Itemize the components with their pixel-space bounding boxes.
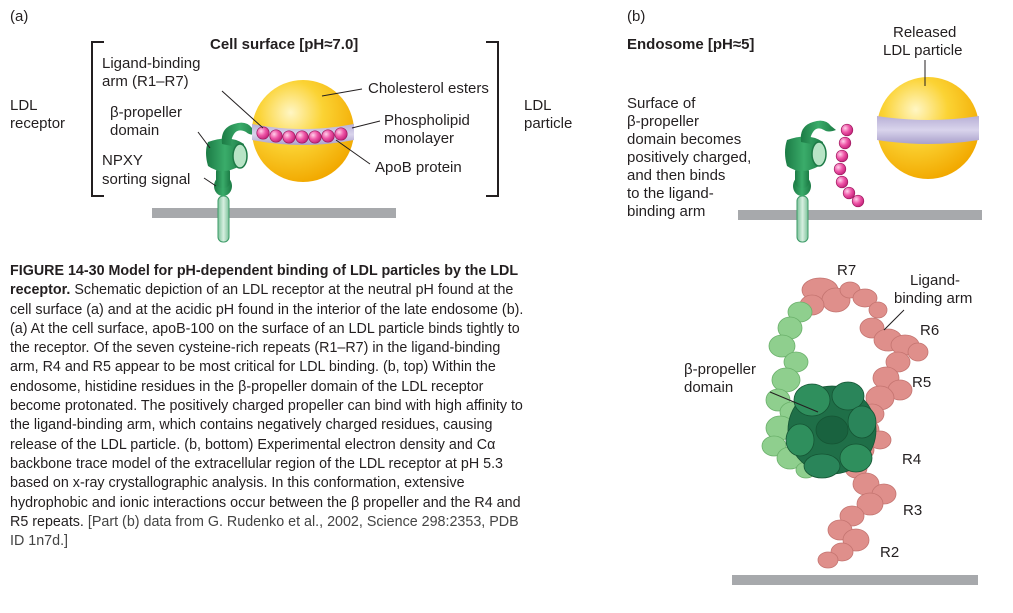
- surface-text-6: to the ligand-: [627, 185, 714, 202]
- receptor-egf-arm: [221, 122, 258, 146]
- ldl-particle-label-1: LDL: [524, 97, 552, 114]
- receptor-b-neck: [795, 166, 809, 188]
- receptor-transmembrane-stalk: [217, 195, 230, 243]
- panel-b-title: Endosome [pH≈5]: [627, 36, 755, 53]
- receptor-b-propeller-face: [811, 141, 827, 167]
- folded-ligand-arm: [833, 123, 865, 208]
- beta-propeller-face: [232, 143, 248, 169]
- figure-caption: FIGURE 14-30 Model for pH-dependent bind…: [10, 262, 528, 551]
- apob-beads: [256, 126, 348, 144]
- surface-text-4: positively charged,: [627, 149, 752, 166]
- receptor-b-arm: [800, 120, 836, 144]
- structure-propeller-label-1: β-propeller: [684, 361, 756, 378]
- npxy-label-1: NPXY: [102, 152, 143, 169]
- phospholipid-label-2: monolayer: [384, 130, 455, 147]
- egf-domain-surface: [761, 301, 817, 479]
- repeat-r4: R4: [902, 451, 922, 468]
- apob-label: ApoB protein: [375, 159, 462, 176]
- repeat-r7: R7: [837, 262, 857, 279]
- left-bracket: [91, 41, 104, 197]
- panel-b-structure: [732, 277, 978, 585]
- panel-b-tag: (b): [627, 8, 646, 25]
- panel-a: [91, 41, 499, 243]
- released-label-2: LDL particle: [883, 42, 963, 59]
- released-ldl-band: [877, 116, 979, 144]
- npxy-label-2: sorting signal: [102, 171, 191, 188]
- ligand-binding-arm-surface: [799, 277, 929, 569]
- ligand-arm-label-1: Ligand-: [910, 272, 961, 289]
- caption-source: [Part (b) data from G. Rudenko et al., 2…: [10, 513, 519, 550]
- surface-text-3: domain becomes: [627, 131, 742, 148]
- structure-membrane: [732, 575, 978, 585]
- phospholipid-label-1: Phospholipid: [384, 112, 470, 129]
- ligand-arm-label-2: binding arm: [894, 290, 973, 307]
- caption-head: FIGURE 14-30 Model for pH-dependent bind…: [10, 263, 518, 299]
- caption-body: Schematic depiction of an LDL receptor a…: [10, 282, 524, 530]
- repeat-r5: R5: [912, 374, 932, 391]
- surface-text-5: and then binds: [627, 167, 726, 184]
- right-bracket: [486, 41, 499, 197]
- structure-leader-lines: [769, 309, 905, 413]
- ldl-receptor-label-1: LDL: [10, 97, 38, 114]
- cholesterol-label: Cholesterol esters: [368, 80, 489, 97]
- repeat-r6: R6: [920, 322, 940, 339]
- beta-propeller-surface: [785, 381, 877, 479]
- surface-text-7: binding arm: [627, 203, 706, 220]
- panel-a-tag: (a): [10, 8, 29, 25]
- surface-text-2: β-propeller: [627, 113, 699, 130]
- ligand-binding-arm-label-2: arm (R1–R7): [102, 73, 189, 90]
- receptor-b-stalk: [796, 195, 809, 243]
- structure-propeller-label-2: domain: [684, 379, 734, 396]
- surface-text-1: Surface of: [627, 95, 696, 112]
- ligand-binding-arm-label-1: Ligand-binding: [102, 55, 201, 72]
- repeat-r3: R3: [903, 502, 923, 519]
- beta-propeller-label-2: domain: [110, 122, 160, 139]
- released-label-1: Released: [893, 24, 957, 41]
- plasma-membrane: [152, 208, 396, 218]
- receptor-neck: [216, 166, 230, 188]
- beta-propeller-label-1: β-propeller: [110, 104, 182, 121]
- panel-b-top: [738, 60, 982, 243]
- panel-a-title: Cell surface [pH≈7.0]: [210, 36, 359, 53]
- ldl-receptor-label-2: receptor: [10, 115, 66, 132]
- panel-a-leader-lines: [197, 88, 381, 187]
- endosome-membrane: [738, 210, 982, 220]
- ldl-particle-label-2: particle: [524, 115, 573, 132]
- repeat-r2: R2: [880, 544, 900, 561]
